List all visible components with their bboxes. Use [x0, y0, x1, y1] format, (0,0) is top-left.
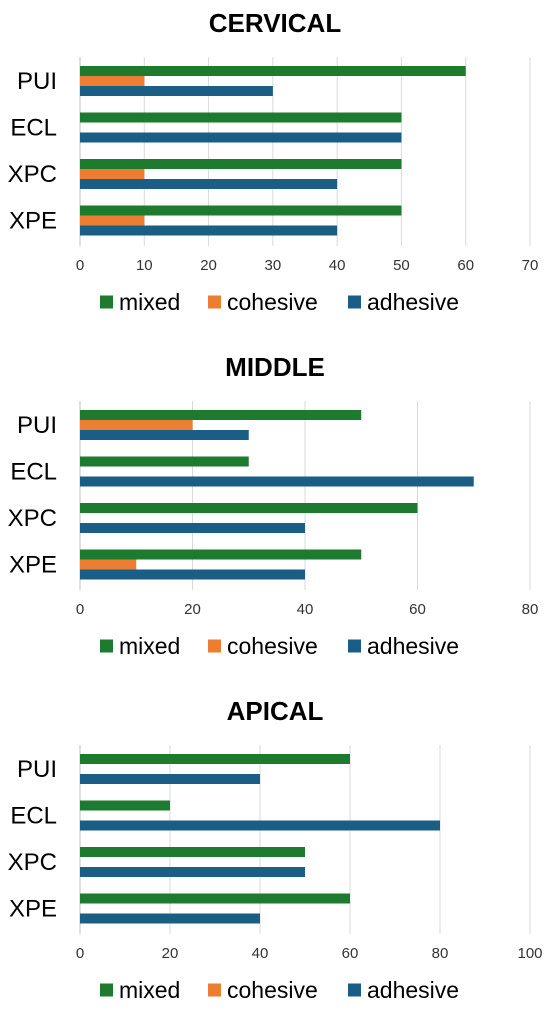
x-tick-label: 10 — [136, 257, 153, 274]
bar-adhesive-ecl — [80, 820, 440, 831]
chart-panel-cervical: CERVICAL 0 10 20 30 40 50 60 70 PUI ECL XPC XPE mixed… — [0, 0, 550, 343]
bar-cohesive-xpe — [80, 559, 137, 570]
legend-label-mixed: mixed — [119, 289, 180, 315]
x-tick-label: 80 — [522, 601, 539, 618]
x-tick-label: 30 — [265, 257, 282, 274]
legend-label-mixed: mixed — [119, 977, 180, 1003]
category-label: XPC — [8, 849, 57, 876]
x-tick-label: 60 — [409, 601, 426, 618]
legend-label-cohesive: cohesive — [227, 289, 318, 315]
bar-mixed-xpe — [80, 205, 402, 216]
bar-mixed-pui — [80, 754, 350, 764]
category-label: XPE — [9, 896, 57, 923]
bar-mixed-xpe — [80, 549, 362, 560]
bar-cohesive-xpc — [80, 169, 145, 179]
chart-svg: APICAL 0 20 40 60 80 100 PUI ECL XPC XPE mixed cohes… — [8, 696, 543, 1003]
bar-mixed-ecl — [80, 800, 170, 811]
category-label: PUI — [17, 68, 57, 95]
bar-cohesive-pui — [80, 420, 193, 430]
category-label: XPE — [9, 552, 57, 579]
bar-adhesive-xpe — [80, 569, 305, 580]
bar-mixed-ecl — [80, 456, 249, 467]
bar-mixed-ecl — [80, 112, 402, 123]
bar-adhesive-xpe — [80, 225, 338, 236]
legend-swatch-mixed — [100, 295, 113, 309]
bar-mixed-xpc — [80, 503, 418, 513]
x-tick-label: 60 — [457, 257, 474, 274]
legend-label-adhesive: adhesive — [367, 633, 459, 659]
category-label: PUI — [17, 412, 57, 439]
bar-mixed-xpc — [80, 847, 305, 857]
bar-adhesive-pui — [80, 430, 249, 440]
legend-swatch-cohesive — [208, 983, 221, 997]
chart-svg: MIDDLE 0 20 40 60 80 PUI ECL XPC XPE mixed cohesive… — [8, 352, 539, 659]
x-tick-label: 50 — [393, 257, 410, 274]
category-label: XPE — [9, 208, 57, 235]
bar-mixed-pui — [80, 410, 362, 420]
x-tick-label: 20 — [162, 945, 179, 962]
x-tick-label: 70 — [522, 257, 539, 274]
category-label: ECL — [10, 803, 57, 830]
x-tick-label: 0 — [76, 257, 84, 274]
category-label: ECL — [10, 115, 57, 142]
chart-svg: CERVICAL 0 10 20 30 40 50 60 70 PUI ECL XPC XPE mixed… — [8, 8, 539, 315]
bar-adhesive-xpc — [80, 179, 338, 189]
legend-label-mixed: mixed — [119, 633, 180, 659]
chart-title: MIDDLE — [225, 352, 325, 382]
legend-label-cohesive: cohesive — [227, 977, 318, 1003]
x-tick-label: 0 — [76, 601, 84, 618]
chart-panel-apical: APICAL 0 20 40 60 80 100 PUI ECL XPC XPE mixed cohes… — [0, 688, 550, 1031]
bar-mixed-xpe — [80, 893, 350, 904]
legend-swatch-adhesive — [348, 295, 361, 309]
bar-cohesive-xpe — [80, 215, 145, 226]
legend-label-cohesive: cohesive — [227, 633, 318, 659]
chart-panel-middle: MIDDLE 0 20 40 60 80 PUI ECL XPC XPE mixed cohesive… — [0, 344, 550, 687]
category-label: ECL — [10, 459, 57, 486]
category-label: PUI — [17, 756, 57, 783]
bar-cohesive-pui — [80, 76, 145, 86]
bar-mixed-pui — [80, 66, 466, 76]
bar-adhesive-xpe — [80, 913, 260, 924]
legend-swatch-mixed — [100, 639, 113, 653]
chart-title: CERVICAL — [209, 8, 342, 38]
x-tick-label: 20 — [200, 257, 217, 274]
x-tick-label: 40 — [329, 257, 346, 274]
bar-mixed-xpc — [80, 159, 402, 169]
category-label: XPC — [8, 161, 57, 188]
x-tick-label: 40 — [297, 601, 314, 618]
chart-title: APICAL — [227, 696, 324, 726]
bar-adhesive-ecl — [80, 132, 402, 143]
x-tick-label: 40 — [252, 945, 269, 962]
category-label: XPC — [8, 505, 57, 532]
bar-adhesive-xpc — [80, 867, 305, 877]
legend-swatch-adhesive — [348, 639, 361, 653]
bar-adhesive-pui — [80, 774, 260, 784]
x-tick-label: 0 — [76, 945, 84, 962]
legend-label-adhesive: adhesive — [367, 977, 459, 1003]
x-tick-label: 60 — [342, 945, 359, 962]
x-tick-label: 20 — [184, 601, 201, 618]
x-tick-label: 80 — [432, 945, 449, 962]
bar-adhesive-xpc — [80, 523, 305, 533]
x-tick-label: 100 — [517, 945, 542, 962]
bar-adhesive-ecl — [80, 476, 474, 487]
legend-swatch-adhesive — [348, 983, 361, 997]
legend-swatch-cohesive — [208, 639, 221, 653]
legend-label-adhesive: adhesive — [367, 289, 459, 315]
legend-swatch-mixed — [100, 983, 113, 997]
bar-adhesive-pui — [80, 86, 273, 96]
legend-swatch-cohesive — [208, 295, 221, 309]
